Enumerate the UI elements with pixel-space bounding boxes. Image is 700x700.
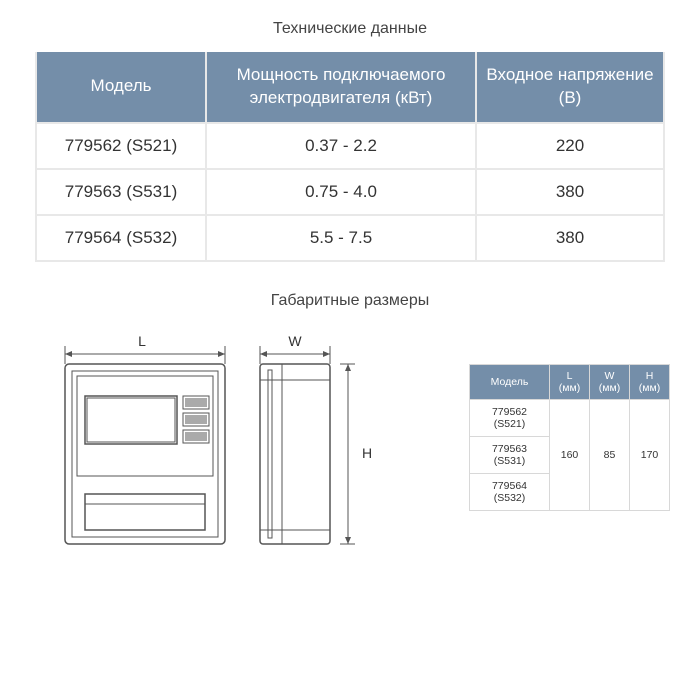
table-row: 779562 (S521) 0.37 - 2.2 220 <box>36 123 664 169</box>
front-view: L <box>65 333 225 544</box>
specs-title: Технические данные <box>30 20 670 38</box>
side-view: W H <box>260 333 372 544</box>
dimension-diagram: L <box>30 324 380 569</box>
cell-voltage: 220 <box>476 123 664 169</box>
cell-voltage: 380 <box>476 215 664 261</box>
th-voltage: Входное напряжение (В) <box>476 52 664 123</box>
dims-title: Габаритные размеры <box>30 292 670 310</box>
label-W: W <box>288 333 302 349</box>
cell-power: 0.75 - 4.0 <box>206 169 476 215</box>
label-L: L <box>138 333 146 349</box>
table-row: 779564 (S532) 5.5 - 7.5 380 <box>36 215 664 261</box>
dim-th-L: L(мм) <box>550 364 590 399</box>
dim-L: 160 <box>550 400 590 511</box>
dim-H: 170 <box>630 400 670 511</box>
dim-model: 779563 (S531) <box>470 437 550 474</box>
dim-row: 779562 (S521) 160 85 170 <box>470 400 670 437</box>
dim-th-model: Модель <box>470 364 550 399</box>
specs-table: Модель Мощность подключаемого электродви… <box>35 52 665 262</box>
th-power: Мощность подключаемого электродвигателя … <box>206 52 476 123</box>
dim-model: 779564 (S532) <box>470 474 550 511</box>
dim-W: 85 <box>590 400 630 511</box>
cell-power: 0.37 - 2.2 <box>206 123 476 169</box>
dimensions-table: Модель L(мм) W(мм) H(мм) 779562 (S521) 1… <box>469 364 670 511</box>
table-row: 779563 (S531) 0.75 - 4.0 380 <box>36 169 664 215</box>
label-H: H <box>362 445 372 461</box>
dim-model: 779562 (S521) <box>470 400 550 437</box>
cell-voltage: 380 <box>476 169 664 215</box>
dim-th-H: H(мм) <box>630 364 670 399</box>
th-model: Модель <box>36 52 206 123</box>
cell-model: 779563 (S531) <box>36 169 206 215</box>
cell-power: 5.5 - 7.5 <box>206 215 476 261</box>
cell-model: 779564 (S532) <box>36 215 206 261</box>
cell-model: 779562 (S521) <box>36 123 206 169</box>
dim-th-W: W(мм) <box>590 364 630 399</box>
